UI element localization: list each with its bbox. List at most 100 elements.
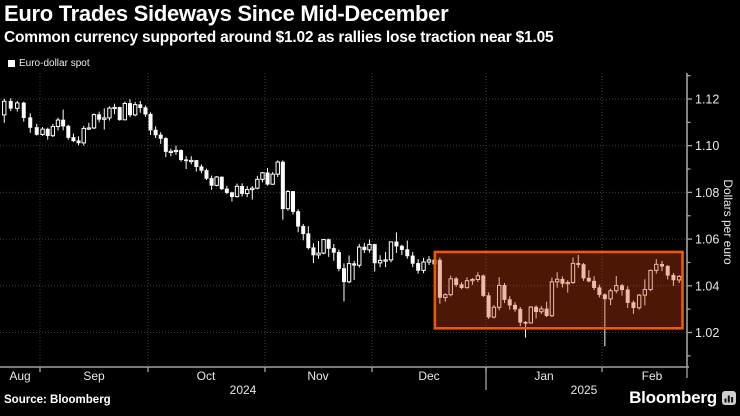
candle: [280, 160, 285, 220]
candle: [592, 276, 597, 291]
candle: [291, 190, 296, 215]
svg-text:Feb: Feb: [642, 369, 663, 383]
candle: [560, 276, 565, 288]
candle: [619, 283, 624, 296]
candle: [665, 265, 670, 280]
candle: [491, 304, 497, 319]
candle: [437, 257, 442, 304]
candle: [570, 257, 576, 284]
candle: [45, 127, 50, 140]
candle: [394, 232, 399, 253]
candle: [448, 275, 453, 297]
candle: [55, 117, 61, 131]
candle: [346, 255, 352, 284]
svg-text:1.06: 1.06: [695, 233, 719, 247]
candle: [470, 278, 475, 285]
candle: [367, 239, 372, 253]
candle: [163, 137, 168, 158]
candle: [81, 125, 86, 146]
candle-series: [2, 98, 682, 347]
candle: [250, 186, 255, 200]
candle: [219, 176, 224, 191]
candle: [158, 132, 163, 144]
candle: [357, 243, 362, 268]
legend-square-icon: [8, 60, 15, 67]
candle: [341, 263, 346, 302]
candle: [296, 209, 301, 233]
candle: [443, 293, 448, 302]
legend-label: Euro-dollar spot: [19, 58, 90, 69]
svg-text:Aug: Aug: [9, 369, 30, 383]
candle: [331, 244, 336, 261]
bloomberg-chart-icon: [722, 391, 736, 405]
svg-text:2025: 2025: [571, 383, 598, 397]
candle: [209, 175, 214, 190]
bloomberg-logo: Bloomberg: [629, 388, 736, 408]
candle: [362, 243, 367, 253]
candle: [676, 275, 682, 283]
candle: [224, 185, 229, 195]
candle: [204, 168, 209, 181]
candle: [642, 279, 648, 306]
candle: [459, 282, 464, 290]
candle: [153, 126, 158, 138]
svg-text:Sep: Sep: [83, 369, 105, 383]
legend: Euro-dollar spot: [8, 58, 90, 69]
candle: [244, 186, 250, 198]
candle: [66, 124, 71, 140]
candle: [148, 112, 153, 135]
candle: [507, 296, 512, 310]
candle: [173, 145, 179, 155]
candle: [464, 277, 470, 289]
candle: [475, 272, 481, 283]
candle: [128, 99, 133, 117]
candle: [229, 191, 234, 202]
candle: [549, 277, 555, 318]
candle: [199, 164, 204, 174]
candle: [306, 226, 311, 250]
candle: [608, 288, 613, 306]
candle: [502, 282, 507, 304]
y-axis-labels: 1.02 1.04 1.06 1.08 1.10 1.12: [695, 93, 719, 341]
candle: [486, 292, 491, 319]
candle: [336, 249, 341, 272]
svg-text:1.08: 1.08: [695, 186, 719, 200]
candle: [138, 100, 143, 113]
candle: [586, 270, 591, 283]
candle: [2, 98, 7, 123]
svg-text:1.02: 1.02: [695, 326, 719, 340]
candle: [15, 100, 20, 112]
candle: [636, 293, 642, 310]
candle: [97, 111, 102, 123]
candle: [301, 223, 306, 241]
svg-text:1.12: 1.12: [695, 93, 719, 107]
candle: [86, 122, 92, 130]
candle: [321, 238, 326, 255]
candle: [496, 277, 502, 311]
y-axis-title: Dollars per euro: [721, 179, 735, 265]
gridlines: [0, 73, 687, 367]
candle: [554, 272, 560, 288]
candle: [625, 286, 630, 308]
candle: [61, 109, 66, 131]
candle: [614, 275, 619, 294]
candle: [28, 113, 33, 133]
candle: [581, 262, 586, 281]
candle: [194, 160, 199, 172]
candle: [240, 183, 245, 197]
candle: [168, 148, 174, 157]
candle: [539, 306, 544, 315]
candle: [260, 171, 265, 183]
candle: [454, 276, 459, 287]
candle: [544, 301, 549, 318]
candle: [8, 98, 13, 112]
candle: [102, 108, 107, 130]
candle: [518, 307, 523, 327]
candle: [132, 101, 138, 117]
bloomberg-wordmark: Bloomberg: [629, 388, 717, 407]
candle: [383, 251, 388, 268]
page-title: Euro Trades Sideways Since Mid-December: [4, 1, 449, 26]
candle: [631, 300, 636, 314]
